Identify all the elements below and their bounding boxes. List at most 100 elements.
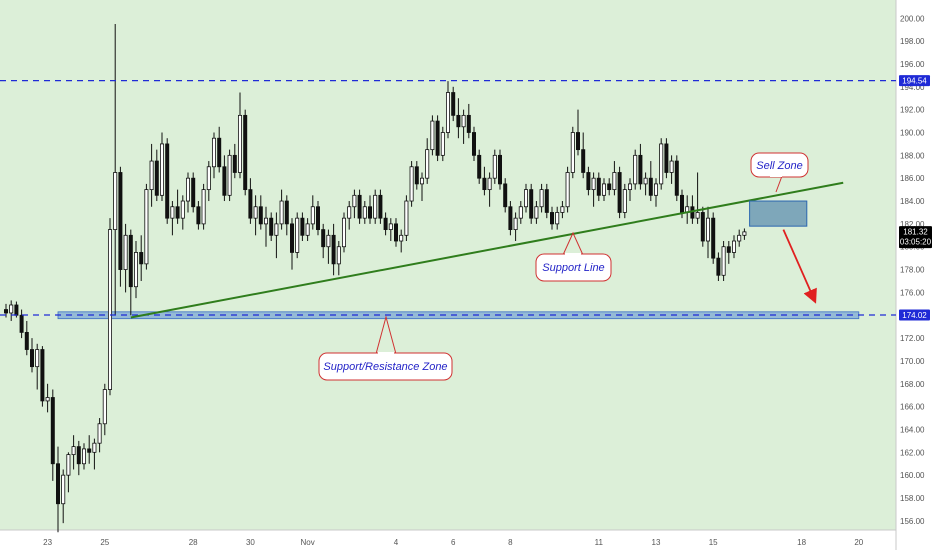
candle-body: [35, 349, 40, 368]
candle-body: [700, 212, 705, 242]
candle-body: [82, 448, 87, 465]
candle-body: [445, 92, 450, 133]
candlestick-series: [4, 23, 747, 533]
candle-body: [227, 154, 232, 196]
x-tick-label: 15: [709, 538, 718, 547]
candle-body: [659, 143, 664, 185]
candle-body: [461, 114, 466, 128]
y-tick-label: 162.00: [900, 448, 925, 457]
candle-body: [263, 217, 268, 225]
candle-body: [529, 189, 534, 219]
candle-body: [253, 206, 258, 219]
candle-body: [76, 446, 81, 465]
candle-body: [419, 177, 424, 185]
candle-body: [550, 212, 555, 225]
candle-body: [279, 200, 284, 225]
candle-body: [487, 177, 492, 191]
candle-body: [721, 246, 726, 276]
candle-body: [232, 154, 237, 173]
x-tick-label: 30: [246, 538, 255, 547]
candle-body: [92, 442, 97, 453]
y-tick-label: 156.00: [900, 517, 925, 526]
candle-body: [633, 154, 638, 185]
candle-body: [196, 206, 201, 225]
price-axis-background: [896, 0, 932, 550]
candle-body: [139, 252, 144, 265]
candle-body: [66, 454, 71, 476]
candle-body: [399, 234, 404, 242]
sr-zone-label: Support/Resistance Zone: [323, 361, 447, 373]
candle-body: [71, 446, 76, 456]
candle-body: [305, 223, 310, 236]
y-tick-label: 158.00: [900, 494, 925, 503]
candle-body: [362, 206, 367, 219]
lower-level-price-tag: 174.02: [899, 309, 930, 321]
candle-body: [102, 389, 107, 425]
x-axis-ticks: 23 25 28 30 Nov 4 6 8 11 13 15 18 20: [43, 538, 864, 547]
upper-level-price-tag: 194.54: [899, 75, 930, 87]
candle-body: [383, 217, 388, 230]
candle-body: [466, 114, 471, 133]
y-tick-label: 160.00: [900, 471, 925, 480]
y-tick-label: 198.00: [900, 37, 925, 46]
candle-body: [284, 200, 289, 225]
candle-body: [565, 172, 570, 208]
x-tick-label: 13: [652, 538, 661, 547]
candle-body: [40, 349, 45, 402]
candle-body: [321, 229, 326, 248]
candle-body: [222, 166, 227, 196]
candle-body: [367, 206, 372, 219]
candle-body: [378, 194, 383, 219]
candle-body: [726, 246, 731, 253]
candle-body: [742, 231, 747, 236]
candle-body: [128, 234, 133, 288]
candle-body: [336, 246, 341, 265]
candle-body: [497, 154, 502, 185]
sell-zone-label: Sell Zone: [756, 160, 802, 172]
y-tick-label: 200.00: [900, 14, 925, 23]
candle-body: [534, 206, 539, 219]
candle-body: [680, 194, 685, 213]
candle-body: [165, 143, 170, 219]
candle-body: [108, 229, 113, 390]
candle-body: [118, 172, 123, 270]
candle-body: [331, 234, 336, 265]
y-tick-label: 172.00: [900, 334, 925, 343]
candle-body: [669, 160, 674, 173]
candle-body: [315, 206, 320, 230]
candle-body: [706, 217, 711, 242]
candle-body: [175, 206, 180, 219]
candle-body: [492, 154, 497, 179]
candle-body: [24, 331, 29, 350]
candle-body: [638, 154, 643, 185]
lower-level-price: 174.02: [902, 311, 927, 320]
candle-body: [352, 194, 357, 208]
candle-body: [300, 217, 305, 236]
sell-zone-callout: Sell Zone: [750, 152, 809, 193]
candle-body: [211, 137, 216, 168]
current-price-tag: 181.32 03:05:20: [899, 226, 932, 249]
candle-body: [555, 212, 560, 225]
y-tick-label: 184.00: [900, 197, 925, 206]
time-axis-background: [0, 530, 896, 550]
candle-body: [617, 172, 622, 213]
candle-body: [648, 177, 653, 196]
candle-body: [201, 189, 206, 225]
upper-level-price: 194.54: [902, 77, 927, 86]
candle-body: [664, 143, 669, 173]
current-price: 181.32: [903, 228, 928, 237]
y-tick-label: 182.00: [900, 220, 925, 229]
candle-body: [87, 448, 92, 453]
candle-body: [414, 166, 419, 185]
support-line-callout: Support Line: [535, 231, 612, 282]
candle-body: [643, 177, 648, 185]
candle-body: [404, 200, 409, 236]
candle-body: [341, 217, 346, 248]
candle-body: [440, 132, 445, 156]
candle-body: [248, 189, 253, 219]
candle-body: [191, 177, 196, 208]
candle-body: [622, 189, 627, 213]
candle-body: [393, 223, 398, 242]
